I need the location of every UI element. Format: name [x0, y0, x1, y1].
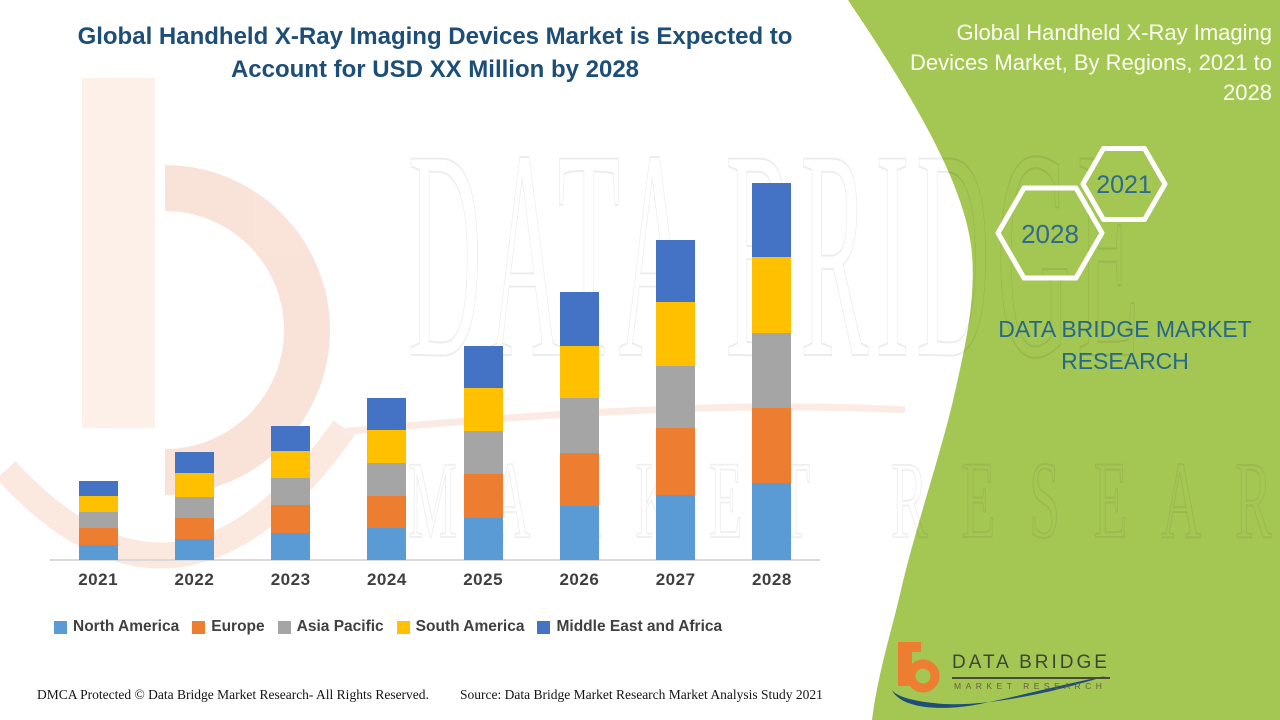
bar-segment-europe-2027 [656, 428, 696, 495]
logo-wordmark-line2: MARKET RESEARCH [954, 681, 1107, 691]
bar-segment-middle-east-and-africa-2022 [174, 452, 214, 473]
x-axis-line [50, 559, 820, 561]
legend-swatch-north-america [54, 620, 67, 634]
bar-segment-middle-east-and-africa-2028 [752, 183, 792, 257]
legend-item-middle-east-and-africa: Middle East and Africa [537, 618, 722, 636]
hexagon-year-2021: 2021 [1096, 171, 1152, 199]
bar-segment-europe-2024 [367, 496, 407, 528]
x-axis-label-2026: 2026 [559, 570, 600, 589]
chart-legend: North America Europe Asia Pacific South Ame… [54, 618, 722, 636]
bar-segment-asia-pacific-2023 [271, 478, 311, 505]
x-axis-label-2022: 2022 [174, 570, 215, 589]
bar-segment-europe-2023 [271, 505, 311, 533]
bar-segment-europe-2025 [463, 474, 503, 518]
bar-segment-south-america-2023 [271, 451, 311, 478]
data-bridge-logo-icon [892, 642, 1106, 708]
x-axis-label-2024: 2024 [366, 570, 407, 589]
legend-item-asia-pacific: Asia Pacific [277, 618, 384, 636]
brand-wordmark: DATA BRIDGE MARKET RESEARCH [998, 316, 1252, 374]
bar-segment-middle-east-and-africa-2026 [559, 292, 599, 346]
bar-segment-europe-2028 [752, 408, 792, 483]
bar-segment-asia-pacific-2026 [559, 398, 599, 453]
bar-2028 [752, 183, 792, 560]
legend-swatch-middle-east-and-africa [537, 620, 551, 634]
bar-segment-north-america-2028 [752, 483, 792, 560]
bar-segment-north-america-2024 [367, 528, 407, 560]
bar-segment-asia-pacific-2025 [463, 431, 503, 474]
bar-2025 [463, 346, 503, 560]
bar-segment-south-america-2027 [656, 302, 696, 366]
bar-segment-south-america-2024 [367, 430, 407, 463]
x-axis-label-2028: 2028 [751, 570, 792, 589]
bar-segment-north-america-2021 [78, 545, 118, 560]
bar-2026 [559, 292, 599, 560]
bar-segment-south-america-2025 [463, 388, 503, 431]
bar-segment-south-america-2028 [752, 257, 792, 333]
bar-segment-middle-east-and-africa-2023 [271, 426, 311, 451]
x-axis-label-2023: 2023 [270, 570, 311, 589]
source-note: Source: Data Bridge Market Research Mark… [460, 687, 823, 702]
legend-swatch-south-america [396, 620, 410, 634]
legend-swatch-asia-pacific [277, 620, 291, 634]
bar-segment-asia-pacific-2022 [174, 497, 214, 518]
bar-segment-south-america-2022 [174, 473, 214, 497]
hexagon-year-2028: 2028 [1021, 219, 1079, 249]
bar-segment-europe-2026 [559, 453, 599, 506]
x-axis-label-2025: 2025 [463, 570, 504, 589]
year-hexagons-graphic [995, 146, 1168, 281]
legend-label-middle-east-and-africa: Middle East and Africa [556, 618, 723, 635]
bar-2021 [78, 481, 118, 560]
legend-label-north-america: North America [73, 618, 180, 635]
bar-segment-asia-pacific-2027 [656, 366, 696, 428]
legend-label-europe: Europe [211, 618, 265, 635]
x-axis-label-2027: 2027 [655, 570, 696, 589]
bar-segment-north-america-2027 [656, 495, 696, 560]
bar-2024 [367, 398, 407, 560]
bar-segment-north-america-2022 [174, 539, 214, 560]
side-panel-title: Global Handheld X-Ray Imaging Devices Ma… [910, 20, 1272, 105]
bar-segment-europe-2022 [174, 518, 214, 539]
hexagon-2021-outline [1080, 146, 1168, 222]
dmca-notice: DMCA Protected © Data Bridge Market Rese… [37, 687, 429, 702]
legend-swatch-europe [192, 620, 206, 634]
legend-label-asia-pacific: Asia Pacific [296, 618, 384, 635]
legend-item-north-america: North America [54, 618, 179, 636]
logo-wordmark-line1: DATA BRIDGE [952, 652, 1110, 679]
bar-segment-europe-2021 [78, 528, 118, 545]
bar-segment-middle-east-and-africa-2025 [463, 346, 503, 388]
bar-segment-north-america-2023 [271, 533, 311, 560]
bar-segment-north-america-2026 [559, 506, 599, 560]
bar-segment-middle-east-and-africa-2024 [367, 398, 407, 430]
bar-segment-north-america-2025 [463, 518, 503, 560]
bar-segment-asia-pacific-2024 [367, 463, 407, 496]
bar-segment-asia-pacific-2021 [78, 512, 118, 528]
legend-label-south-america: South America [415, 618, 525, 635]
x-axis-label-2021: 2021 [78, 570, 119, 589]
bar-2022 [174, 452, 214, 560]
bar-segment-asia-pacific-2028 [752, 333, 792, 408]
legend-item-europe: Europe [192, 618, 265, 636]
legend-item-south-america: South America [396, 618, 525, 636]
bar-2027 [656, 240, 696, 560]
bar-segment-middle-east-and-africa-2027 [656, 240, 696, 302]
bar-segment-middle-east-and-africa-2021 [78, 481, 118, 496]
bar-segment-south-america-2026 [559, 346, 599, 398]
bar-2023 [271, 426, 311, 560]
bar-segment-south-america-2021 [78, 496, 118, 512]
chart-title: Global Handheld X-Ray Imaging Devices Ma… [77, 23, 793, 83]
hexagon-2028-outline [995, 185, 1105, 281]
